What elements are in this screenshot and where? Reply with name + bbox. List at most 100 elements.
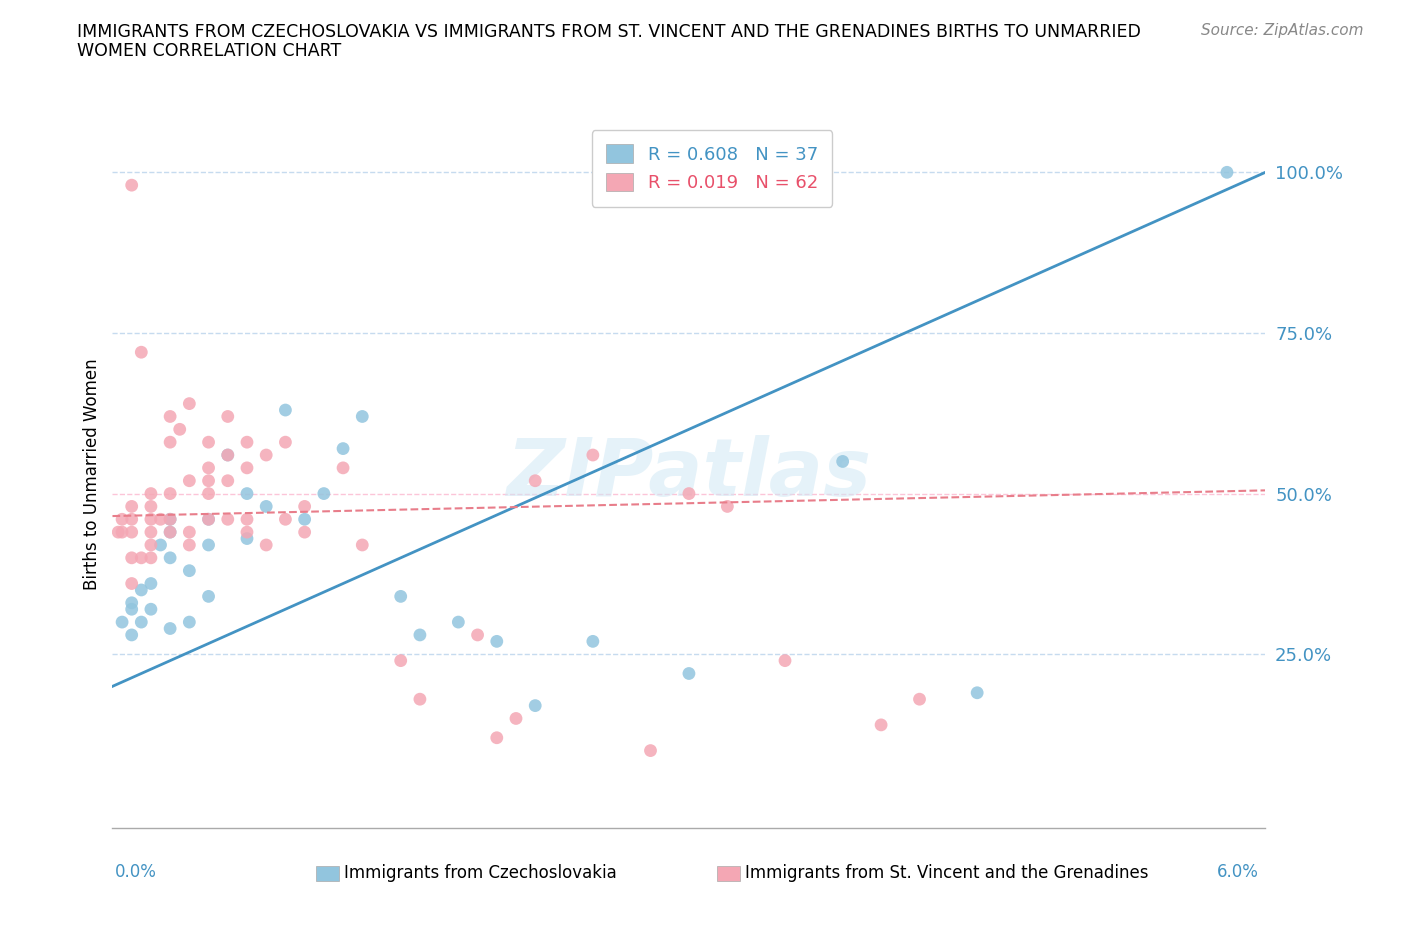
Point — [332, 441, 354, 456]
Text: 0.0%: 0.0% — [115, 863, 157, 882]
Point — [139, 499, 162, 514]
Point — [831, 454, 853, 469]
Point — [197, 434, 219, 449]
Point — [908, 692, 931, 707]
Point — [236, 486, 259, 501]
Point — [197, 460, 219, 475]
Point — [389, 653, 412, 668]
Point — [139, 486, 162, 501]
Point — [197, 486, 219, 501]
Point — [582, 447, 605, 462]
Point — [121, 602, 143, 617]
Point — [121, 595, 143, 610]
Point — [274, 512, 297, 526]
Point — [966, 685, 988, 700]
Point — [294, 525, 316, 539]
Point — [121, 178, 143, 193]
Point — [217, 447, 239, 462]
Point — [197, 512, 219, 526]
Point — [197, 538, 219, 552]
Point — [111, 525, 134, 539]
Point — [159, 409, 181, 424]
Point — [312, 486, 335, 501]
Point — [121, 525, 143, 539]
Point — [409, 692, 432, 707]
Point — [524, 473, 547, 488]
Point — [485, 634, 508, 649]
Point — [217, 473, 239, 488]
Point — [149, 512, 172, 526]
Point — [236, 531, 259, 546]
Point — [640, 743, 662, 758]
Point — [139, 525, 162, 539]
Point — [274, 434, 297, 449]
Point — [179, 538, 201, 552]
Point — [129, 615, 153, 630]
Point — [870, 717, 893, 732]
Point — [159, 512, 181, 526]
Point — [1216, 165, 1239, 179]
Point — [107, 525, 129, 539]
Point — [524, 698, 547, 713]
Point — [217, 409, 239, 424]
Point — [582, 634, 605, 649]
Point — [121, 512, 143, 526]
Text: Immigrants from St. Vincent and the Grenadines: Immigrants from St. Vincent and the Gren… — [745, 864, 1149, 883]
Point — [159, 434, 181, 449]
Point — [139, 602, 162, 617]
Point — [236, 434, 259, 449]
Point — [159, 551, 181, 565]
Point — [773, 653, 796, 668]
Point — [179, 615, 201, 630]
Y-axis label: Births to Unmarried Women: Births to Unmarried Women — [83, 358, 101, 591]
Point — [197, 589, 219, 604]
Point — [121, 499, 143, 514]
Point — [217, 447, 239, 462]
Point — [409, 628, 432, 643]
Point — [159, 486, 181, 501]
Legend: R = 0.608   N = 37, R = 0.019   N = 62: R = 0.608 N = 37, R = 0.019 N = 62 — [592, 130, 832, 206]
Point — [121, 628, 143, 643]
Text: 6.0%: 6.0% — [1216, 863, 1258, 882]
Point — [121, 576, 143, 591]
Point — [389, 589, 412, 604]
Point — [716, 499, 738, 514]
Point — [447, 615, 470, 630]
Point — [254, 499, 277, 514]
Text: Source: ZipAtlas.com: Source: ZipAtlas.com — [1201, 23, 1364, 38]
Point — [294, 499, 316, 514]
Point — [149, 538, 172, 552]
Point — [159, 621, 181, 636]
Point — [678, 666, 700, 681]
Point — [139, 576, 162, 591]
Point — [129, 582, 153, 597]
Point — [294, 512, 316, 526]
Point — [179, 396, 201, 411]
Point — [159, 525, 181, 539]
Text: IMMIGRANTS FROM CZECHOSLOVAKIA VS IMMIGRANTS FROM ST. VINCENT AND THE GRENADINES: IMMIGRANTS FROM CZECHOSLOVAKIA VS IMMIGR… — [77, 23, 1142, 41]
Point — [352, 409, 374, 424]
Point — [254, 538, 277, 552]
Point — [169, 422, 191, 437]
Point — [129, 345, 153, 360]
Point — [111, 512, 134, 526]
Point — [332, 460, 354, 475]
Point — [129, 551, 153, 565]
Point — [467, 628, 489, 643]
Point — [352, 538, 374, 552]
Point — [159, 512, 181, 526]
Point — [678, 486, 700, 501]
Point — [505, 711, 527, 726]
Point — [197, 512, 219, 526]
Point — [121, 551, 143, 565]
Point — [139, 551, 162, 565]
Point — [254, 447, 277, 462]
Point — [197, 473, 219, 488]
Text: Immigrants from Czechoslovakia: Immigrants from Czechoslovakia — [344, 864, 617, 883]
Point — [179, 525, 201, 539]
Point — [236, 525, 259, 539]
Point — [217, 512, 239, 526]
Point — [159, 525, 181, 539]
Point — [274, 403, 297, 418]
Point — [236, 512, 259, 526]
